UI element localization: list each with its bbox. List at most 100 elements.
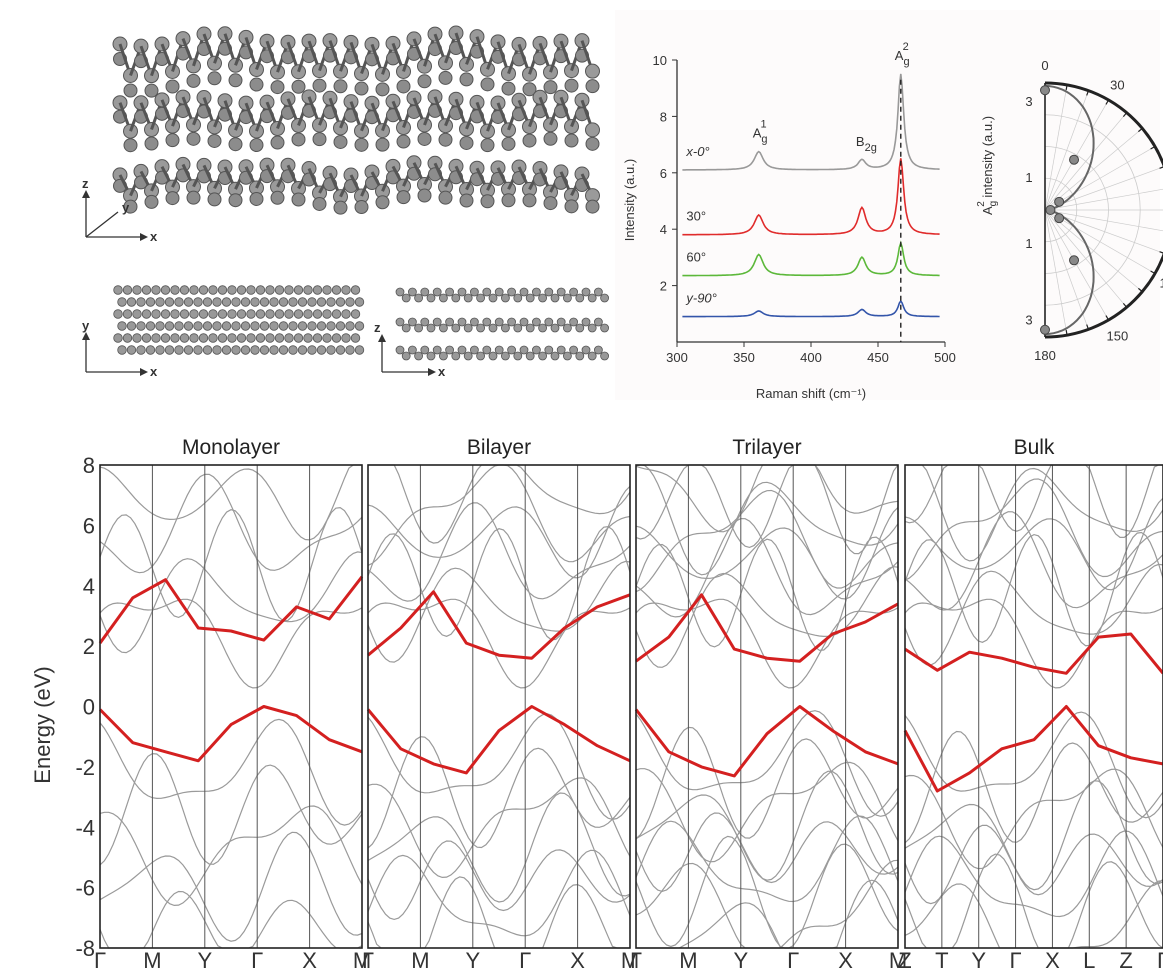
kpoint-label: Y xyxy=(465,948,480,969)
atom xyxy=(231,345,241,355)
atom xyxy=(581,317,591,327)
atom xyxy=(198,333,209,343)
atom xyxy=(179,333,190,343)
atom xyxy=(164,345,175,355)
axis-triad-xz: x z xyxy=(374,320,446,379)
series-line xyxy=(682,240,940,277)
atom xyxy=(132,333,142,343)
axis-z-label: z xyxy=(82,176,89,191)
atom xyxy=(432,287,442,297)
atom xyxy=(165,191,180,206)
atom xyxy=(556,317,566,327)
atom xyxy=(316,345,327,355)
atom xyxy=(136,345,146,355)
atom xyxy=(164,297,175,307)
atom xyxy=(221,345,232,355)
axis-triad-xy: x y xyxy=(82,318,158,379)
atom xyxy=(438,351,448,361)
atom xyxy=(212,297,222,307)
polar-angle-tick xyxy=(1086,324,1090,330)
atom xyxy=(375,195,390,210)
atom xyxy=(189,333,199,343)
atom xyxy=(240,297,251,307)
atom xyxy=(322,333,332,343)
axis-y-arrow xyxy=(85,211,119,238)
atom xyxy=(407,317,417,327)
band-line xyxy=(367,525,631,641)
atom xyxy=(522,82,537,97)
atom xyxy=(500,323,510,333)
atom xyxy=(420,287,430,297)
y-tick-label: 4 xyxy=(83,574,95,599)
polar-intensity-chart: 03060901201501803113 Ag2 intensity (a.u.… xyxy=(976,58,1163,363)
atom xyxy=(274,309,285,319)
atom xyxy=(123,199,138,214)
band-line xyxy=(367,840,631,921)
atom xyxy=(575,351,585,361)
atom xyxy=(221,321,232,331)
atom xyxy=(126,321,137,331)
atom xyxy=(227,333,237,343)
atom xyxy=(482,287,492,297)
band-line xyxy=(99,752,363,866)
band-line xyxy=(99,718,363,826)
angle-tick-label: 30 xyxy=(1110,78,1124,93)
atom xyxy=(500,351,510,361)
atom xyxy=(193,297,203,307)
band-line xyxy=(99,831,363,942)
atom xyxy=(221,297,232,307)
angle-tick-label: 120 xyxy=(1160,275,1163,290)
atom xyxy=(396,79,411,94)
polar-data-point xyxy=(1040,324,1050,335)
atom xyxy=(236,309,247,319)
polar-outer-arc xyxy=(1044,81,1163,339)
atom xyxy=(269,321,279,331)
atom xyxy=(265,333,275,343)
atom xyxy=(250,321,260,331)
band-line xyxy=(99,805,363,907)
atom xyxy=(145,297,156,307)
atom xyxy=(255,285,266,295)
atom xyxy=(141,285,152,295)
band-line xyxy=(904,830,1163,918)
atom xyxy=(297,297,308,307)
y-tick-label: 2 xyxy=(83,634,95,659)
atom xyxy=(126,345,137,355)
atom xyxy=(160,309,171,319)
band-line xyxy=(635,726,899,840)
atom xyxy=(212,321,222,331)
atom xyxy=(445,345,455,355)
kpoint-label: M xyxy=(679,948,697,969)
peak-label: Ag2 xyxy=(895,41,910,68)
kpoint-label: Γ xyxy=(787,948,799,969)
atom xyxy=(538,293,547,303)
atom xyxy=(438,132,453,147)
atom xyxy=(331,333,342,343)
atom xyxy=(345,345,355,355)
kpoint-label: Γ xyxy=(519,948,531,969)
atom xyxy=(249,191,264,206)
axis-triad-xyz: x z y xyxy=(82,176,158,244)
atom xyxy=(345,297,355,307)
atom xyxy=(291,192,306,207)
atom xyxy=(333,134,348,149)
y-tick-label: 8 xyxy=(83,453,95,478)
atom xyxy=(170,333,180,343)
atom xyxy=(563,293,572,303)
atom xyxy=(307,321,317,331)
polar-angle-tick xyxy=(1122,112,1128,117)
atom xyxy=(525,293,535,303)
atom xyxy=(600,293,609,303)
atom xyxy=(581,287,591,297)
atom xyxy=(297,321,308,331)
atom xyxy=(594,317,603,327)
series-label: 30° xyxy=(686,209,706,224)
x-tick-label: 500 xyxy=(934,350,956,365)
atom xyxy=(122,309,133,319)
atom xyxy=(288,345,298,355)
atom xyxy=(132,285,142,295)
atom xyxy=(331,285,342,295)
atom xyxy=(432,317,442,327)
angle-tick-label: 180 xyxy=(1034,348,1056,363)
y-tick-label: 2 xyxy=(660,279,667,294)
